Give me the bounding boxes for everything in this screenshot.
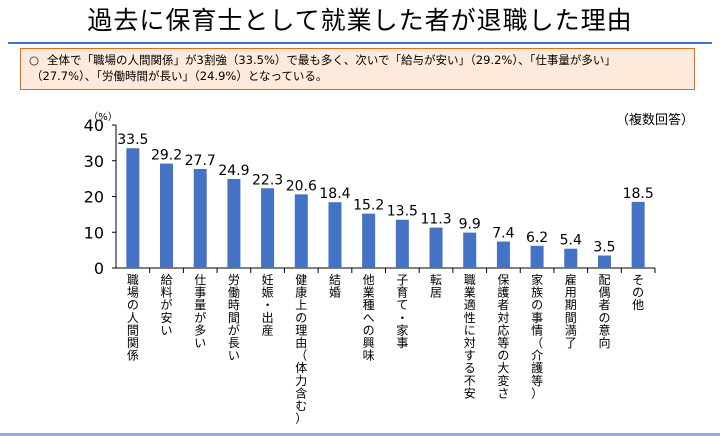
x-category-label: 労働時間が長い (228, 273, 240, 363)
x-category-label: 給料が安い (161, 273, 173, 337)
x-category-label: 他業種への興味 (363, 273, 375, 363)
bar (227, 178, 241, 268)
bar-value-label: 5.4 (560, 233, 582, 249)
x-category-label: その他 (632, 273, 644, 312)
y-unit-label: （%） (88, 111, 118, 123)
x-category-label: 配偶者の意向 (598, 273, 610, 350)
bar (160, 163, 174, 268)
bar-value-label: 3.5 (593, 239, 615, 255)
multiple-answer-note: （複数回答） (615, 113, 694, 128)
bar-value-label: 7.4 (492, 226, 514, 242)
bar-value-label: 22.3 (252, 172, 283, 188)
bar-value-label: 15.2 (353, 198, 384, 214)
page-title: 過去に保育士として就業した者が退職した理由 (87, 6, 633, 35)
bar-value-label: 11.3 (420, 212, 451, 228)
x-category-label: 家族の事情（介護等） (531, 272, 543, 400)
bar-value-label: 18.5 (623, 186, 654, 202)
bar (631, 201, 645, 268)
bar (362, 213, 376, 268)
bar-value-label: 24.9 (218, 163, 249, 179)
summary-text-1: 全体で「職場の人間関係」が3割強（33.5%）で最も多く、次いで「給与が安い」（… (47, 53, 616, 67)
x-category-label: 職業適性に対する不安 (464, 273, 476, 400)
title-underline (8, 42, 712, 44)
bar (328, 202, 342, 268)
bottom-border (0, 433, 720, 436)
bar (193, 168, 207, 268)
bar (597, 255, 611, 268)
bar (395, 219, 409, 268)
bar (294, 194, 308, 268)
x-category-label: 仕事量が多い (194, 273, 206, 350)
x-category-label: 妊娠・出産 (262, 273, 274, 337)
summary-box: ○ 全体で「職場の人間関係」が3割強（33.5%）で最も多く、次いで「給与が安い」… (20, 48, 695, 90)
x-category-label: 結婚 (329, 273, 341, 300)
bar (463, 232, 477, 268)
bar-value-label: 13.5 (387, 204, 418, 220)
bar-value-label: 33.5 (117, 132, 148, 148)
bar (126, 148, 140, 268)
bar-value-label: 6.2 (526, 230, 548, 246)
bar (564, 248, 578, 268)
y-tick-label: 20 (84, 188, 104, 207)
summary-bullet: ○ (29, 53, 40, 67)
y-tick-label: 30 (84, 152, 104, 171)
y-tick-label: 40 (84, 116, 104, 135)
summary-line-2: （27.7%）、「労働時間が長い」（24.9%）となっている。 (31, 69, 328, 83)
x-category-label: 保護者対応等の大変さ (497, 273, 509, 400)
bar-value-label: 20.6 (286, 178, 317, 194)
bar (429, 227, 443, 268)
bar (530, 245, 544, 268)
y-tick-label: 0 (94, 259, 104, 278)
x-category-label: 子育て・家事 (396, 273, 408, 350)
x-category-label: 雇用期間満了 (565, 272, 577, 350)
x-category-label: 転居 (430, 273, 442, 300)
bar-value-label: 29.2 (151, 148, 182, 164)
bar-value-label: 27.7 (185, 153, 216, 169)
bar (261, 188, 275, 268)
x-category-label: 健康上の理由（体力含む） (295, 273, 307, 426)
y-tick-label: 10 (84, 223, 104, 242)
bar (496, 241, 510, 268)
summary-line-1: ○ 全体で「職場の人間関係」が3割強（33.5%）で最も多く、次いで「給与が安い」… (29, 52, 686, 68)
bar-value-label: 9.9 (459, 217, 481, 233)
x-category-label: 職場の人間関係 (127, 273, 139, 363)
bar-value-label: 18.4 (319, 186, 350, 202)
